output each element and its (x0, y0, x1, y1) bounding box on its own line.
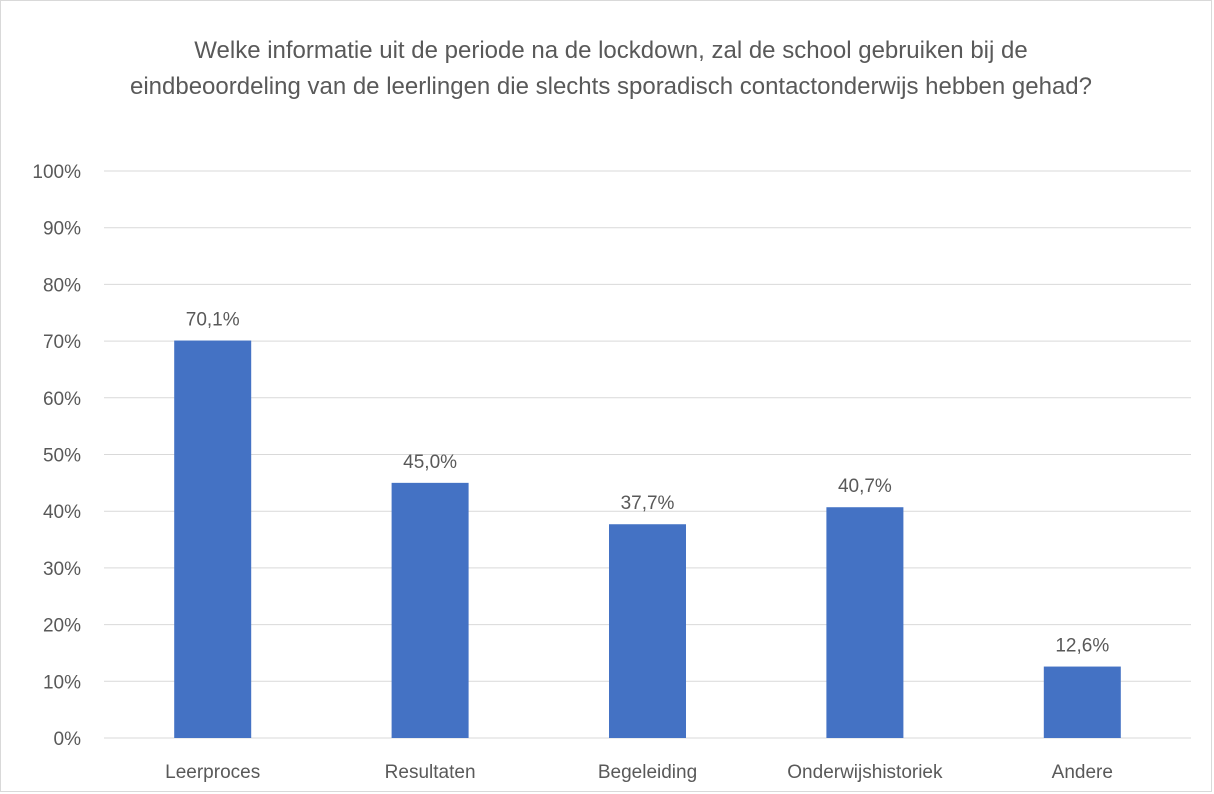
y-axis-ticks: 0% 10% 20% 30% 40% 50% 60% 70% 80% 90% 100% (32, 162, 81, 750)
bars (174, 340, 1121, 738)
y-tick-label: 50% (43, 446, 81, 467)
data-label: 40,7% (838, 476, 892, 497)
bar-onderwijshistoriek (826, 507, 904, 738)
y-tick-label: 100% (32, 162, 81, 183)
y-tick-label: 10% (43, 672, 81, 693)
y-tick-label: 0% (54, 729, 82, 750)
x-category-label: Andere (1052, 762, 1113, 783)
x-category-label: Begeleiding (598, 762, 697, 783)
x-category-label: Onderwijshistoriek (787, 762, 943, 783)
data-label: 70,1% (186, 310, 240, 331)
y-tick-label: 30% (43, 559, 81, 580)
y-tick-label: 20% (43, 616, 81, 637)
data-labels: 70,1% 45,0% 37,7% 40,7% 12,6% (186, 310, 1110, 657)
bar-resultaten (391, 482, 469, 738)
data-label: 45,0% (403, 452, 457, 473)
y-tick-label: 80% (43, 275, 81, 296)
x-category-label: Resultaten (385, 762, 476, 783)
data-label: 37,7% (621, 493, 675, 514)
bar-leerproces (174, 340, 252, 738)
y-tick-label: 40% (43, 502, 81, 523)
bar-begeleiding (609, 524, 686, 738)
y-tick-label: 90% (43, 219, 81, 240)
y-tick-label: 60% (43, 389, 81, 410)
x-axis-categories: Leerproces Resultaten Begeleiding Onderwijs… (165, 762, 1113, 783)
y-tick-label: 70% (43, 332, 81, 353)
chart-title: Welke informatie uit de periode na de lo… (129, 37, 1092, 100)
gridlines (104, 170, 1191, 739)
data-label: 12,6% (1055, 636, 1109, 657)
x-category-label: Leerproces (165, 762, 260, 783)
bar-andere (1043, 666, 1121, 738)
